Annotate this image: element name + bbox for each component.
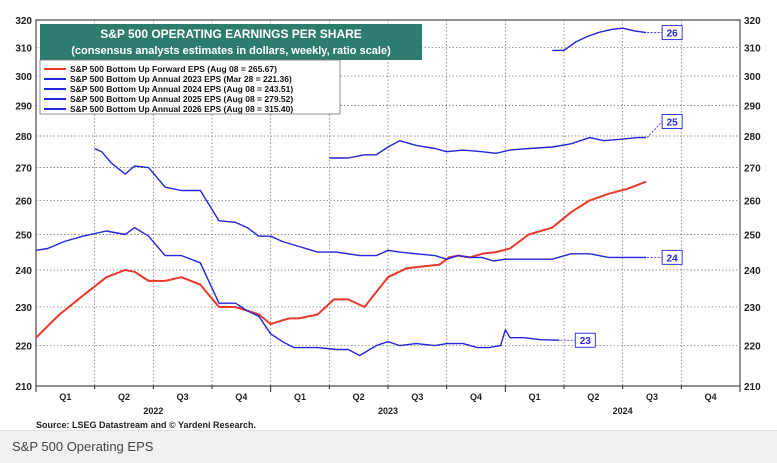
x-quarter-label: Q3 <box>411 392 423 402</box>
x-year-label: 2022 <box>143 406 163 416</box>
x-quarter-label: Q1 <box>294 392 306 402</box>
y-tick-label-left: 310 <box>15 44 32 55</box>
y-tick-label-right: 210 <box>744 382 761 393</box>
y-tick-label-left: 280 <box>15 132 32 143</box>
source-note: Source: LSEG Datastream and © Yardeni Re… <box>36 420 256 430</box>
y-tick-label-right: 300 <box>744 72 761 83</box>
end-labels: 23 24 25 26 <box>560 25 683 348</box>
legend-entry: S&P 500 Bottom Up Annual 2025 EPS (Aug 0… <box>70 94 293 104</box>
y-tick-label-left: 220 <box>15 342 32 353</box>
legend: S&P 500 Bottom Up Forward EPS (Aug 08 = … <box>44 64 293 114</box>
x-axis: Q1 Q2 Q3 Q4 Q1 Q2 Q3 Q4 Q1 Q2 Q3 Q4 2022 2023 2024 <box>35 386 741 416</box>
x-year-label: 2024 <box>613 406 633 416</box>
eps-chart: 210 220 230 240 250 260 270 280 290 300 310 320 210… <box>15 16 761 430</box>
end-label-text: 25 <box>667 118 679 129</box>
y-tick-label-right: 220 <box>744 342 761 353</box>
x-quarter-label: Q1 <box>59 392 71 402</box>
x-quarter-label: Q4 <box>705 392 717 402</box>
legend-entry: S&P 500 Bottom Up Annual 2023 EPS (Mar 2… <box>70 74 292 84</box>
end-label-text: 26 <box>667 29 679 40</box>
series-line-4 <box>552 27 647 52</box>
end-label-leader <box>646 121 663 138</box>
y-tick-label-right: 280 <box>744 132 761 143</box>
y-tick-label-left: 320 <box>15 16 32 27</box>
y-tick-label-right: 290 <box>744 102 761 113</box>
y-axis-left: 210 220 230 240 250 260 270 280 290 300 310 320 <box>15 16 32 393</box>
caption-bar: S&P 500 Operating EPS <box>0 430 777 463</box>
chart-title: S&P 500 OPERATING EARNINGS PER SHARE <box>100 27 362 41</box>
end-label-text: 24 <box>667 253 679 264</box>
y-axis-right: 210 220 230 240 250 260 270 280 290 300 310 320 <box>744 16 761 393</box>
legend-box <box>39 59 341 115</box>
y-tick-label-left: 300 <box>15 72 32 83</box>
title-box <box>40 24 422 60</box>
series-line-0 <box>35 180 647 339</box>
y-tick-label-right: 260 <box>744 196 761 207</box>
x-quarter-label: Q2 <box>118 392 130 402</box>
y-tick-label-left: 250 <box>15 231 32 242</box>
series-line-2 <box>94 147 647 262</box>
y-tick-label-right: 270 <box>744 164 761 175</box>
x-quarter-label: Q2 <box>587 392 599 402</box>
y-tick-label-left: 270 <box>15 164 32 175</box>
chart-caption: S&P 500 Operating EPS <box>12 439 154 454</box>
y-tick-label-right: 250 <box>744 231 761 242</box>
y-tick-label-left: 260 <box>15 196 32 207</box>
y-tick-label-right: 310 <box>744 44 761 55</box>
legend-entry: S&P 500 Bottom Up Annual 2024 EPS (Aug 0… <box>70 84 293 94</box>
legend-entry: S&P 500 Bottom Up Forward EPS (Aug 08 = … <box>70 64 277 74</box>
series-line-1 <box>35 226 560 357</box>
y-tick-label-left: 240 <box>15 266 32 277</box>
end-label-text: 23 <box>580 336 592 347</box>
series-lines <box>35 27 647 357</box>
series-line-3 <box>329 136 647 159</box>
legend-entry: S&P 500 Bottom Up Annual 2026 EPS (Aug 0… <box>70 104 293 114</box>
end-label-box <box>661 114 683 129</box>
x-quarter-label: Q3 <box>177 392 189 402</box>
end-label-box <box>574 332 596 348</box>
chart-area: 210 220 230 240 250 260 270 280 290 300 310 320 210… <box>15 16 761 430</box>
x-quarter-label: Q1 <box>529 392 541 402</box>
chart-subtitle: (consensus analysts estimates in dollars… <box>71 45 391 57</box>
x-quarter-label: Q3 <box>646 392 658 402</box>
x-year-label: 2023 <box>378 406 398 416</box>
y-tick-label-left: 210 <box>15 382 32 393</box>
y-tick-label-left: 230 <box>15 303 32 314</box>
end-label-box <box>661 25 683 41</box>
y-tick-label-right: 230 <box>744 303 761 314</box>
y-tick-label-right: 240 <box>744 266 761 277</box>
x-quarter-label: Q4 <box>235 392 247 402</box>
y-tick-label-right: 320 <box>744 16 761 27</box>
y-tick-label-left: 290 <box>15 102 32 113</box>
x-quarter-label: Q2 <box>353 392 365 402</box>
end-label-box <box>661 249 683 265</box>
x-quarter-label: Q4 <box>470 392 482 402</box>
